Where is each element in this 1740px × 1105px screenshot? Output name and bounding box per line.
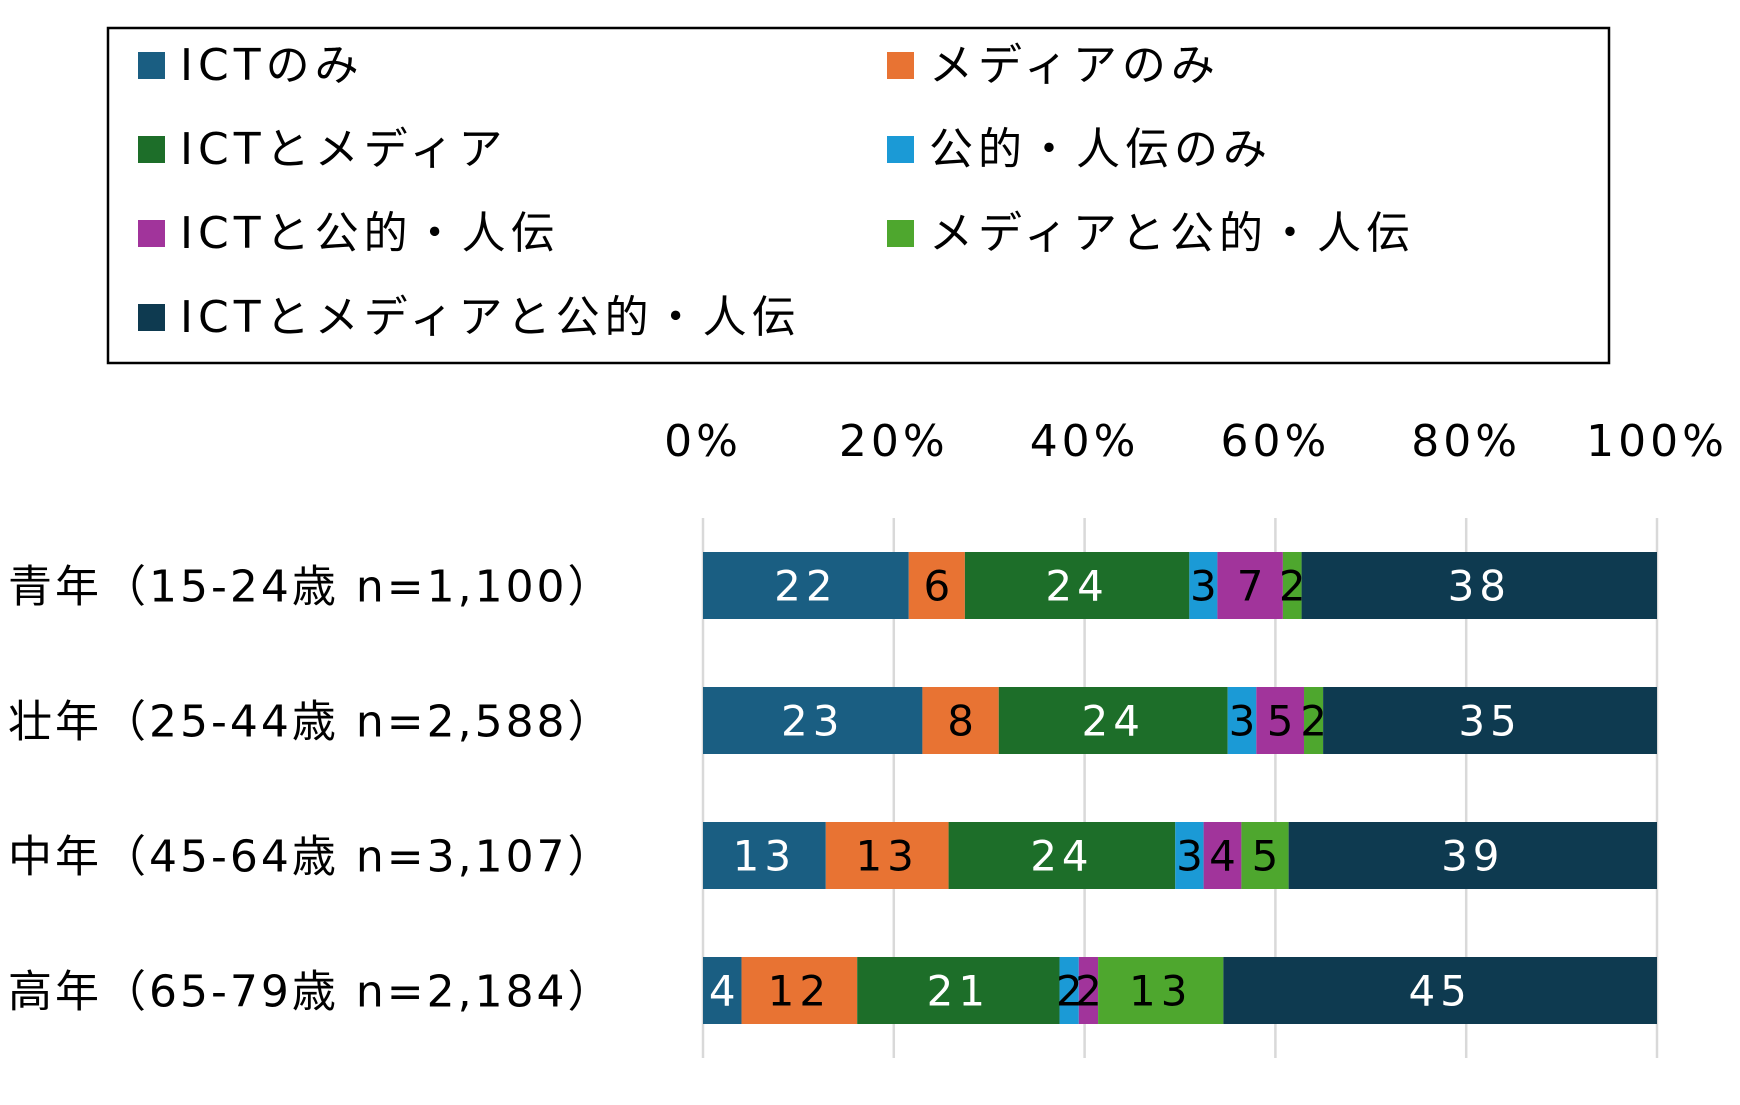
data-label: 2	[1056, 967, 1083, 1016]
bar-segment	[1078, 957, 1099, 1024]
bar-segment	[1256, 687, 1305, 754]
bar-segment	[1059, 957, 1079, 1024]
bar-segment	[1241, 822, 1289, 889]
data-label: 39	[1441, 832, 1504, 881]
bar-segment	[703, 822, 826, 889]
legend-item: メディアと公的・人伝	[887, 208, 1415, 259]
bar-segment	[1288, 822, 1657, 889]
legend-item: ICTとメディア	[138, 124, 508, 175]
bar-segment	[1282, 552, 1302, 619]
legend-swatch	[138, 220, 165, 247]
data-label: 23	[781, 697, 844, 746]
bar-segment	[998, 687, 1228, 754]
data-label: 13	[855, 832, 918, 881]
data-label: 24	[1081, 697, 1144, 746]
data-label: 45	[1408, 967, 1471, 1016]
legend-label: 公的・人伝のみ	[929, 124, 1272, 175]
bar-segment	[1203, 822, 1242, 889]
x-tick-label: 40%	[1030, 416, 1140, 467]
x-axis-ticks: 0% 20% 40% 60% 80% 100%	[664, 416, 1728, 467]
data-label: 13	[733, 832, 796, 881]
bar-segment	[1301, 552, 1657, 619]
bar-segment	[1323, 687, 1657, 754]
bar-segment	[1217, 552, 1283, 619]
x-tick-label: 80%	[1411, 416, 1521, 467]
data-label: 5	[1252, 832, 1279, 881]
data-label: 24	[1045, 562, 1108, 611]
data-label: 3	[1229, 697, 1256, 746]
data-label: 3	[1176, 832, 1203, 881]
data-label: 24	[1030, 832, 1093, 881]
legend-frame	[106, 26, 1611, 365]
data-label: 5	[1267, 697, 1294, 746]
bar-segment	[741, 957, 858, 1024]
bar-segment	[1223, 957, 1657, 1024]
bar-segment	[948, 822, 1176, 889]
legend-item: ICTのみ	[138, 40, 364, 91]
x-tick-label: 0%	[664, 416, 742, 467]
legend-swatch	[887, 52, 914, 79]
legend-label: ICTと公的・人伝	[180, 208, 560, 259]
data-label: 6	[923, 562, 950, 611]
bar-segment	[1227, 687, 1257, 754]
data-label: 4	[1209, 832, 1236, 881]
data-label: 7	[1237, 562, 1264, 611]
data-label: 13	[1129, 967, 1192, 1016]
data-label: 2	[1075, 967, 1102, 1016]
legend-item: ICTとメディアと公的・人伝	[138, 292, 801, 343]
bar-segment	[1304, 687, 1324, 754]
legend-label: ICTとメディアと公的・人伝	[180, 292, 801, 343]
data-label: 21	[927, 967, 990, 1016]
x-tick-label: 60%	[1221, 416, 1331, 467]
data-label: 12	[768, 967, 831, 1016]
legend-item: ICTと公的・人伝	[138, 208, 560, 259]
data-label: 22	[774, 562, 837, 611]
data-label: 2	[1279, 562, 1306, 611]
legend-item: 公的・人伝のみ	[887, 124, 1272, 175]
bar-segment	[825, 822, 949, 889]
bar-segment	[703, 957, 742, 1024]
data-label: 8	[947, 697, 974, 746]
y-axis-labels: 青年（15-24歳 n=1,100） 壮年（25-44歳 n=2,588） 中年（4…	[8, 562, 615, 1018]
bar-segment	[1175, 822, 1204, 889]
legend-swatch	[887, 136, 914, 163]
bar-segment	[857, 957, 1060, 1024]
category-label: 青年（15-24歳 n=1,100）	[8, 562, 615, 613]
data-label: 3	[1190, 562, 1217, 611]
category-label: 高年（65-79歳 n=2,184）	[8, 967, 615, 1018]
legend-label: メディアのみ	[929, 40, 1220, 91]
data-label: 35	[1458, 697, 1521, 746]
data-label: 38	[1448, 562, 1511, 611]
legend-swatch	[138, 304, 165, 331]
legend-swatch	[887, 220, 914, 247]
legend: ICTのみ メディアのみ ICTとメディア 公的・人伝のみ ICTと公的・人伝 メディアと…	[106, 26, 1611, 365]
legend-label: ICTのみ	[180, 40, 364, 91]
data-label: 4	[709, 967, 736, 1016]
bar-segment	[1098, 957, 1224, 1024]
data-label: 2	[1300, 697, 1327, 746]
bars	[703, 552, 1657, 1024]
category-label: 壮年（25-44歳 n=2,588）	[8, 697, 615, 748]
x-tick-label: 20%	[839, 416, 949, 467]
bar-segment	[703, 552, 909, 619]
bar-segment	[908, 552, 965, 619]
category-label: 中年（45-64歳 n=3,107）	[8, 832, 615, 883]
bar-segment	[922, 687, 999, 754]
bar-segment	[1189, 552, 1218, 619]
legend-label: ICTとメディア	[180, 124, 508, 175]
bar-segment	[964, 552, 1190, 619]
legend-swatch	[138, 136, 165, 163]
legend-item: メディアのみ	[887, 40, 1220, 91]
bar-segment	[703, 687, 923, 754]
x-tick-label: 100%	[1586, 416, 1728, 467]
legend-label: メディアと公的・人伝	[929, 208, 1415, 259]
legend-swatch	[138, 52, 165, 79]
